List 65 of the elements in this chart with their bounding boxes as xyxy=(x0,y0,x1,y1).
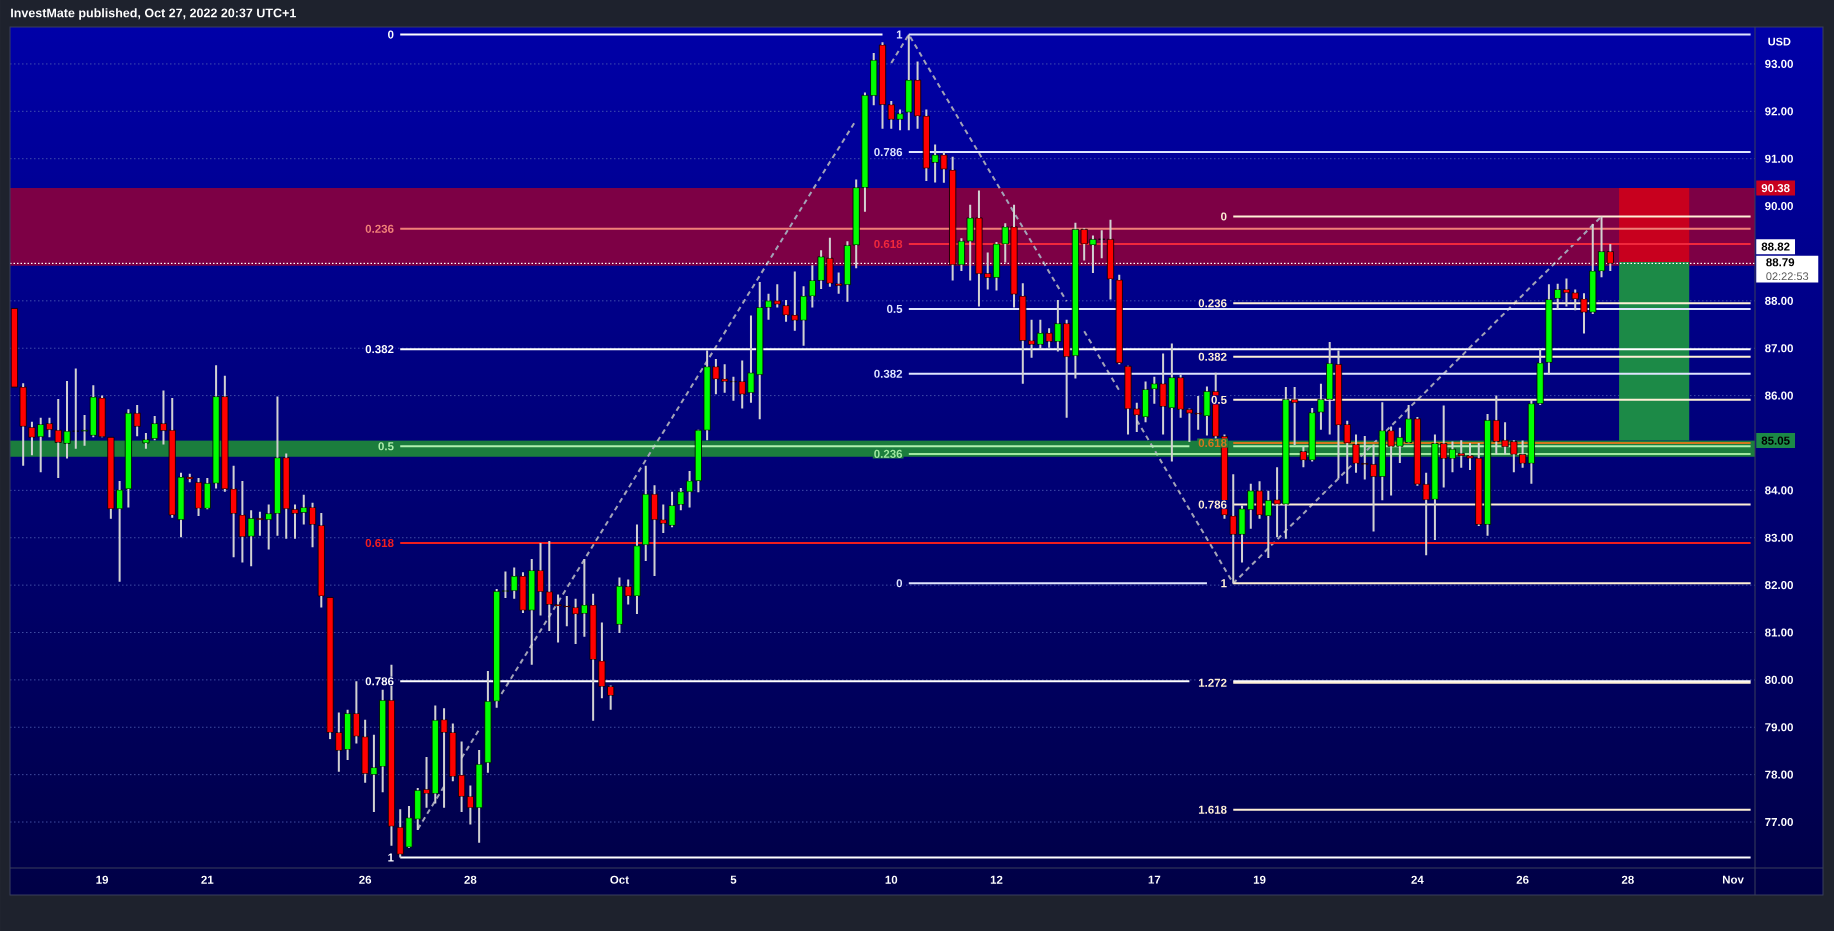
y-tick-label: 83.00 xyxy=(1765,533,1793,542)
candlestick xyxy=(317,512,325,609)
series-label: 0.618 xyxy=(1198,438,1227,448)
x-tick-label: 21 xyxy=(201,875,214,884)
y-tick-label: 77.00 xyxy=(1765,817,1793,827)
y-tick-label: 93.00 xyxy=(1765,59,1793,69)
series-label: 0.236 xyxy=(365,224,394,233)
y-tick-label: 80.00 xyxy=(1765,675,1793,684)
series-label: 0.786 xyxy=(1198,500,1227,509)
series-label: 1 xyxy=(1221,579,1227,588)
text: InvestMate published, Oct 27, 2022 20:37 UTC+1 xyxy=(11,8,296,20)
x-tick-label: Oct xyxy=(610,875,629,884)
x-tick-label: 12 xyxy=(990,875,1003,884)
y-tick-label: 90.00 xyxy=(1765,202,1793,211)
series-label: 0.236 xyxy=(1198,299,1227,308)
y-tick-label: 87.00 xyxy=(1765,344,1793,353)
series-label: 0.236 xyxy=(874,449,903,458)
y-axis-title: USD xyxy=(1768,37,1791,46)
series-label: 1 xyxy=(388,853,394,862)
y-tick-label: 82.00 xyxy=(1765,581,1793,590)
y-tick-label: 91.00 xyxy=(1765,154,1793,163)
x-tick-label: 19 xyxy=(96,875,109,884)
annotation: 85.05 xyxy=(1761,436,1790,445)
series-label: 0 xyxy=(1221,212,1227,221)
series-label: 0.618 xyxy=(365,538,394,548)
series-label: 0.382 xyxy=(874,369,903,378)
candlestick xyxy=(1554,282,1562,311)
y-tick-label: 88.00 xyxy=(1765,296,1793,305)
y-tick-label: 78.00 xyxy=(1765,770,1793,779)
y-tick-label: 84.00 xyxy=(1765,486,1793,495)
candlestick xyxy=(379,688,387,794)
x-tick-label: 24 xyxy=(1411,875,1424,884)
y-tick-label: 86.00 xyxy=(1765,391,1793,400)
x-tick-label: 17 xyxy=(1148,875,1161,884)
series-label: 0.618 xyxy=(874,239,903,249)
x-tick-label: 19 xyxy=(1253,875,1266,884)
series-label: 0.5 xyxy=(378,442,394,451)
y-tick-label: 81.00 xyxy=(1765,628,1793,637)
annotation: 90.38 xyxy=(1761,184,1790,193)
ref-line-label: 88.79 xyxy=(1766,258,1795,267)
series-label: 1 xyxy=(896,30,903,39)
candlestick xyxy=(194,477,203,517)
x-tick-label: 5 xyxy=(730,875,737,884)
text: 02:22:53 xyxy=(1766,272,1809,281)
candlestick xyxy=(142,432,150,450)
x-tick-label: 28 xyxy=(1621,875,1634,884)
y-tick-label: 92.00 xyxy=(1765,107,1793,116)
series-label: 0.5 xyxy=(1211,395,1227,404)
x-tick-label: Nov xyxy=(1722,875,1744,884)
series-label: 0.786 xyxy=(874,148,903,157)
series-label: 1.618 xyxy=(1198,805,1227,814)
x-tick-label: 26 xyxy=(359,875,372,884)
x-tick-label: 26 xyxy=(1516,875,1529,884)
series-label: 1.272 xyxy=(1198,678,1227,687)
series-label: 0 xyxy=(896,579,903,588)
series-label: 0.5 xyxy=(887,304,903,313)
candlestick xyxy=(80,414,89,447)
x-tick-label: 28 xyxy=(464,875,477,884)
series-label: 0 xyxy=(388,30,394,39)
series-label: 0.786 xyxy=(365,677,394,686)
series-label: 0.382 xyxy=(365,345,394,354)
text: 88.82 xyxy=(1761,242,1790,251)
y-tick-label: 79.00 xyxy=(1765,723,1793,732)
series-label: 0.382 xyxy=(1198,352,1227,361)
x-tick-label: 10 xyxy=(885,875,898,884)
